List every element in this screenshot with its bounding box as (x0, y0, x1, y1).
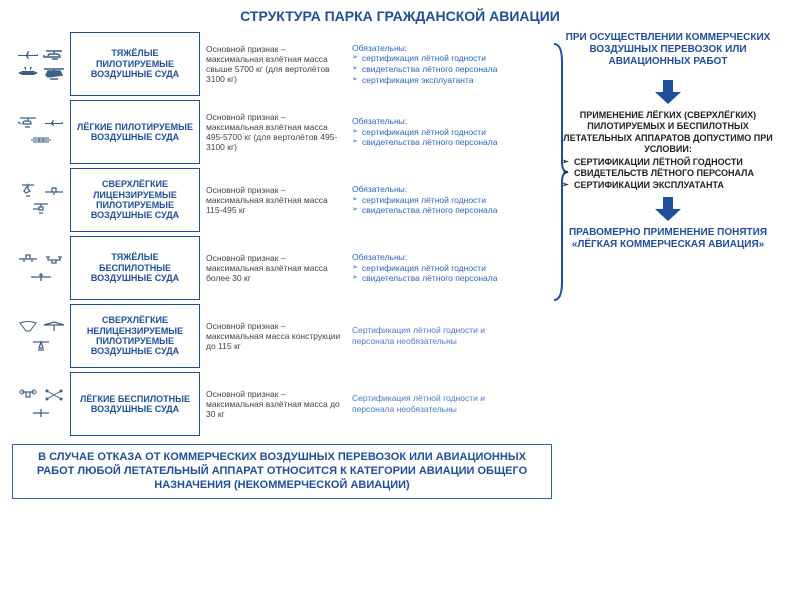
light-plane-icon (42, 115, 66, 131)
category-row: ТЯЖЁЛЫЕ БЕСПИЛОТНЫЕ ВОЗДУШНЫЕ СУДА Основ… (12, 236, 552, 300)
category-label: ТЯЖЁЛЫЕ ПИЛОТИРУЕМЫЕ ВОЗДУШНЫЕ СУДА (70, 32, 200, 96)
categories-column: ТЯЖЁЛЫЕ ПИЛОТИРУЕМЫЕ ВОЗДУШНЫЕ СУДА Осно… (12, 32, 552, 499)
right-cond-item: СЕРТИФИКАЦИИ ЭКСПЛУАТАНТА (562, 180, 774, 191)
category-requirements: Обязательны: сертификация лётной годност… (350, 100, 530, 164)
aircraft-icons (12, 236, 70, 300)
right-conditions: ПРИМЕНЕНИЕ ЛЁГКИХ (СВЕРХЛЁГКИХ) ПИЛОТИРУ… (558, 110, 778, 191)
req-header: Обязательны: (352, 184, 528, 195)
category-criteria: Основной признак – максимальная взлётная… (200, 236, 350, 300)
right-heading-1: ПРИ ОСУЩЕСТВЛЕНИИ КОММЕРЧЕСКИХ ВОЗДУШНЫХ… (558, 32, 778, 68)
ultralight-icon (42, 183, 66, 199)
paraglider-icon (16, 319, 40, 335)
category-row: СВЕРХЛЁГКИЕ НЕЛИЦЕНЗИРУЕМЫЕ ПИЛОТИРУЕМЫЕ… (12, 304, 552, 368)
category-criteria: Основной признак – максимальная взлётная… (200, 168, 350, 232)
bottom-note: В СЛУЧАЕ ОТКАЗА ОТ КОММЕРЧЕСКИХ ВОЗДУШНЫ… (12, 444, 552, 499)
drone-heavy-icon (42, 251, 66, 267)
category-label: ТЯЖЁЛЫЕ БЕСПИЛОТНЫЕ ВОЗДУШНЫЕ СУДА (70, 236, 200, 300)
right-cond-head: ПРИМЕНЕНИЕ ЛЁГКИХ (СВЕРХЛЁГКИХ) ПИЛОТИРУ… (562, 110, 774, 155)
aircraft-icons (12, 100, 70, 164)
req-header: Обязательны: (352, 252, 528, 263)
category-criteria: Основной признак – максимальная масса ко… (200, 304, 350, 368)
req-item: сертификация лётной годности (352, 263, 528, 274)
req-item: сертификация лётной годности (352, 195, 528, 206)
uav-plane-icon (29, 269, 53, 285)
mini-uav-icon (29, 405, 53, 421)
category-label: ЛЁГКИЕ ПИЛОТИРУЕМЫЕ ВОЗДУШНЫЕ СУДА (70, 100, 200, 164)
aircraft-icons (12, 372, 70, 436)
right-cond-item: СВИДЕТЕЛЬСТВ ЛЁТНОГО ПЕРСОНАЛА (562, 168, 774, 179)
main-layout: ТЯЖЁЛЫЕ ПИЛОТИРУЕМЫЕ ВОЗДУШНЫЕ СУДА Осно… (12, 32, 788, 499)
req-header: Обязательны: (352, 43, 528, 54)
category-requirements: Сертификация лётной годности и персонала… (350, 304, 530, 368)
helicopter-icon (42, 47, 66, 63)
category-requirements: Сертификация лётной годности и персонала… (350, 372, 530, 436)
right-column: ПРИ ОСУЩЕСТВЛЕНИИ КОММЕРЧЕСКИХ ВОЗДУШНЫХ… (558, 32, 778, 499)
req-item: свидетельства лётного персонала (352, 205, 528, 216)
req-item: свидетельства лётного персонала (352, 273, 528, 284)
req-item: сертификация эксплуатанта (352, 75, 528, 86)
right-cond-item: СЕРТИФИКАЦИИ ЛЁТНОЙ ГОДНОСТИ (562, 157, 774, 168)
req-optional: Сертификация лётной годности и персонала… (352, 325, 528, 346)
small-helicopter-icon (29, 201, 53, 217)
heavy-helicopter-icon (42, 65, 66, 81)
uav-large-icon (16, 251, 40, 267)
hang-glider-icon (42, 319, 66, 335)
category-row: ЛЁГКИЕ ПИЛОТИРУЕМЫЕ ВОЗДУШНЫЕ СУДА Основ… (12, 100, 552, 164)
arrow-down-icon (651, 78, 685, 106)
req-item: сертификация лётной годности (352, 127, 528, 138)
category-requirements: Обязательны: сертификация лётной годност… (350, 168, 530, 232)
category-criteria: Основной признак – максимальная взлётная… (200, 32, 350, 96)
trike-icon (29, 337, 53, 353)
req-optional: Сертификация лётной годности и персонала… (352, 393, 528, 414)
req-header: Обязательны: (352, 116, 528, 127)
light-helicopter-icon (16, 115, 40, 131)
aircraft-icons (12, 168, 70, 232)
right-heading-2: ПРАВОМЕРНО ПРИМЕНЕНИЕ ПОНЯТИЯ «ЛЁГКАЯ КО… (558, 227, 778, 251)
req-item: сертификация лётной годности (352, 53, 528, 64)
category-label: СВЕРХЛЁГКИЕ ЛИЦЕНЗИРУЕМЫЕ ПИЛОТИРУЕМЫЕ В… (70, 168, 200, 232)
category-requirements: Обязательны: сертификация лётной годност… (350, 32, 530, 96)
page-title: СТРУКТУРА ПАРКА ГРАЖДАНСКОЙ АВИАЦИИ (12, 8, 788, 24)
category-row: СВЕРХЛЁГКИЕ ЛИЦЕНЗИРУЕМЫЕ ПИЛОТИРУЕМЫЕ В… (12, 168, 552, 232)
jet-icon (16, 65, 40, 81)
req-item: свидетельства лётного персонала (352, 64, 528, 75)
biplane-icon (29, 133, 53, 149)
gyrocopter-icon (16, 183, 40, 199)
small-drone-icon (16, 387, 40, 403)
category-requirements: Обязательны: сертификация лётной годност… (350, 236, 530, 300)
quadcopter-icon (42, 387, 66, 403)
req-item: свидетельства лётного персонала (352, 137, 528, 148)
aircraft-icons (12, 304, 70, 368)
category-criteria: Основной признак – максимальная взлётная… (200, 100, 350, 164)
category-label: СВЕРХЛЁГКИЕ НЕЛИЦЕНЗИРУЕМЫЕ ПИЛОТИРУЕМЫЕ… (70, 304, 200, 368)
arrow-down-icon (651, 195, 685, 223)
category-label: ЛЁГКИЕ БЕСПИЛОТНЫЕ ВОЗДУШНЫЕ СУДА (70, 372, 200, 436)
category-row: ЛЁГКИЕ БЕСПИЛОТНЫЕ ВОЗДУШНЫЕ СУДА Основн… (12, 372, 552, 436)
category-criteria: Основной признак – максимальная взлётная… (200, 372, 350, 436)
category-row: ТЯЖЁЛЫЕ ПИЛОТИРУЕМЫЕ ВОЗДУШНЫЕ СУДА Осно… (12, 32, 552, 96)
aircraft-icons (12, 32, 70, 96)
airplane-icon (16, 47, 40, 63)
